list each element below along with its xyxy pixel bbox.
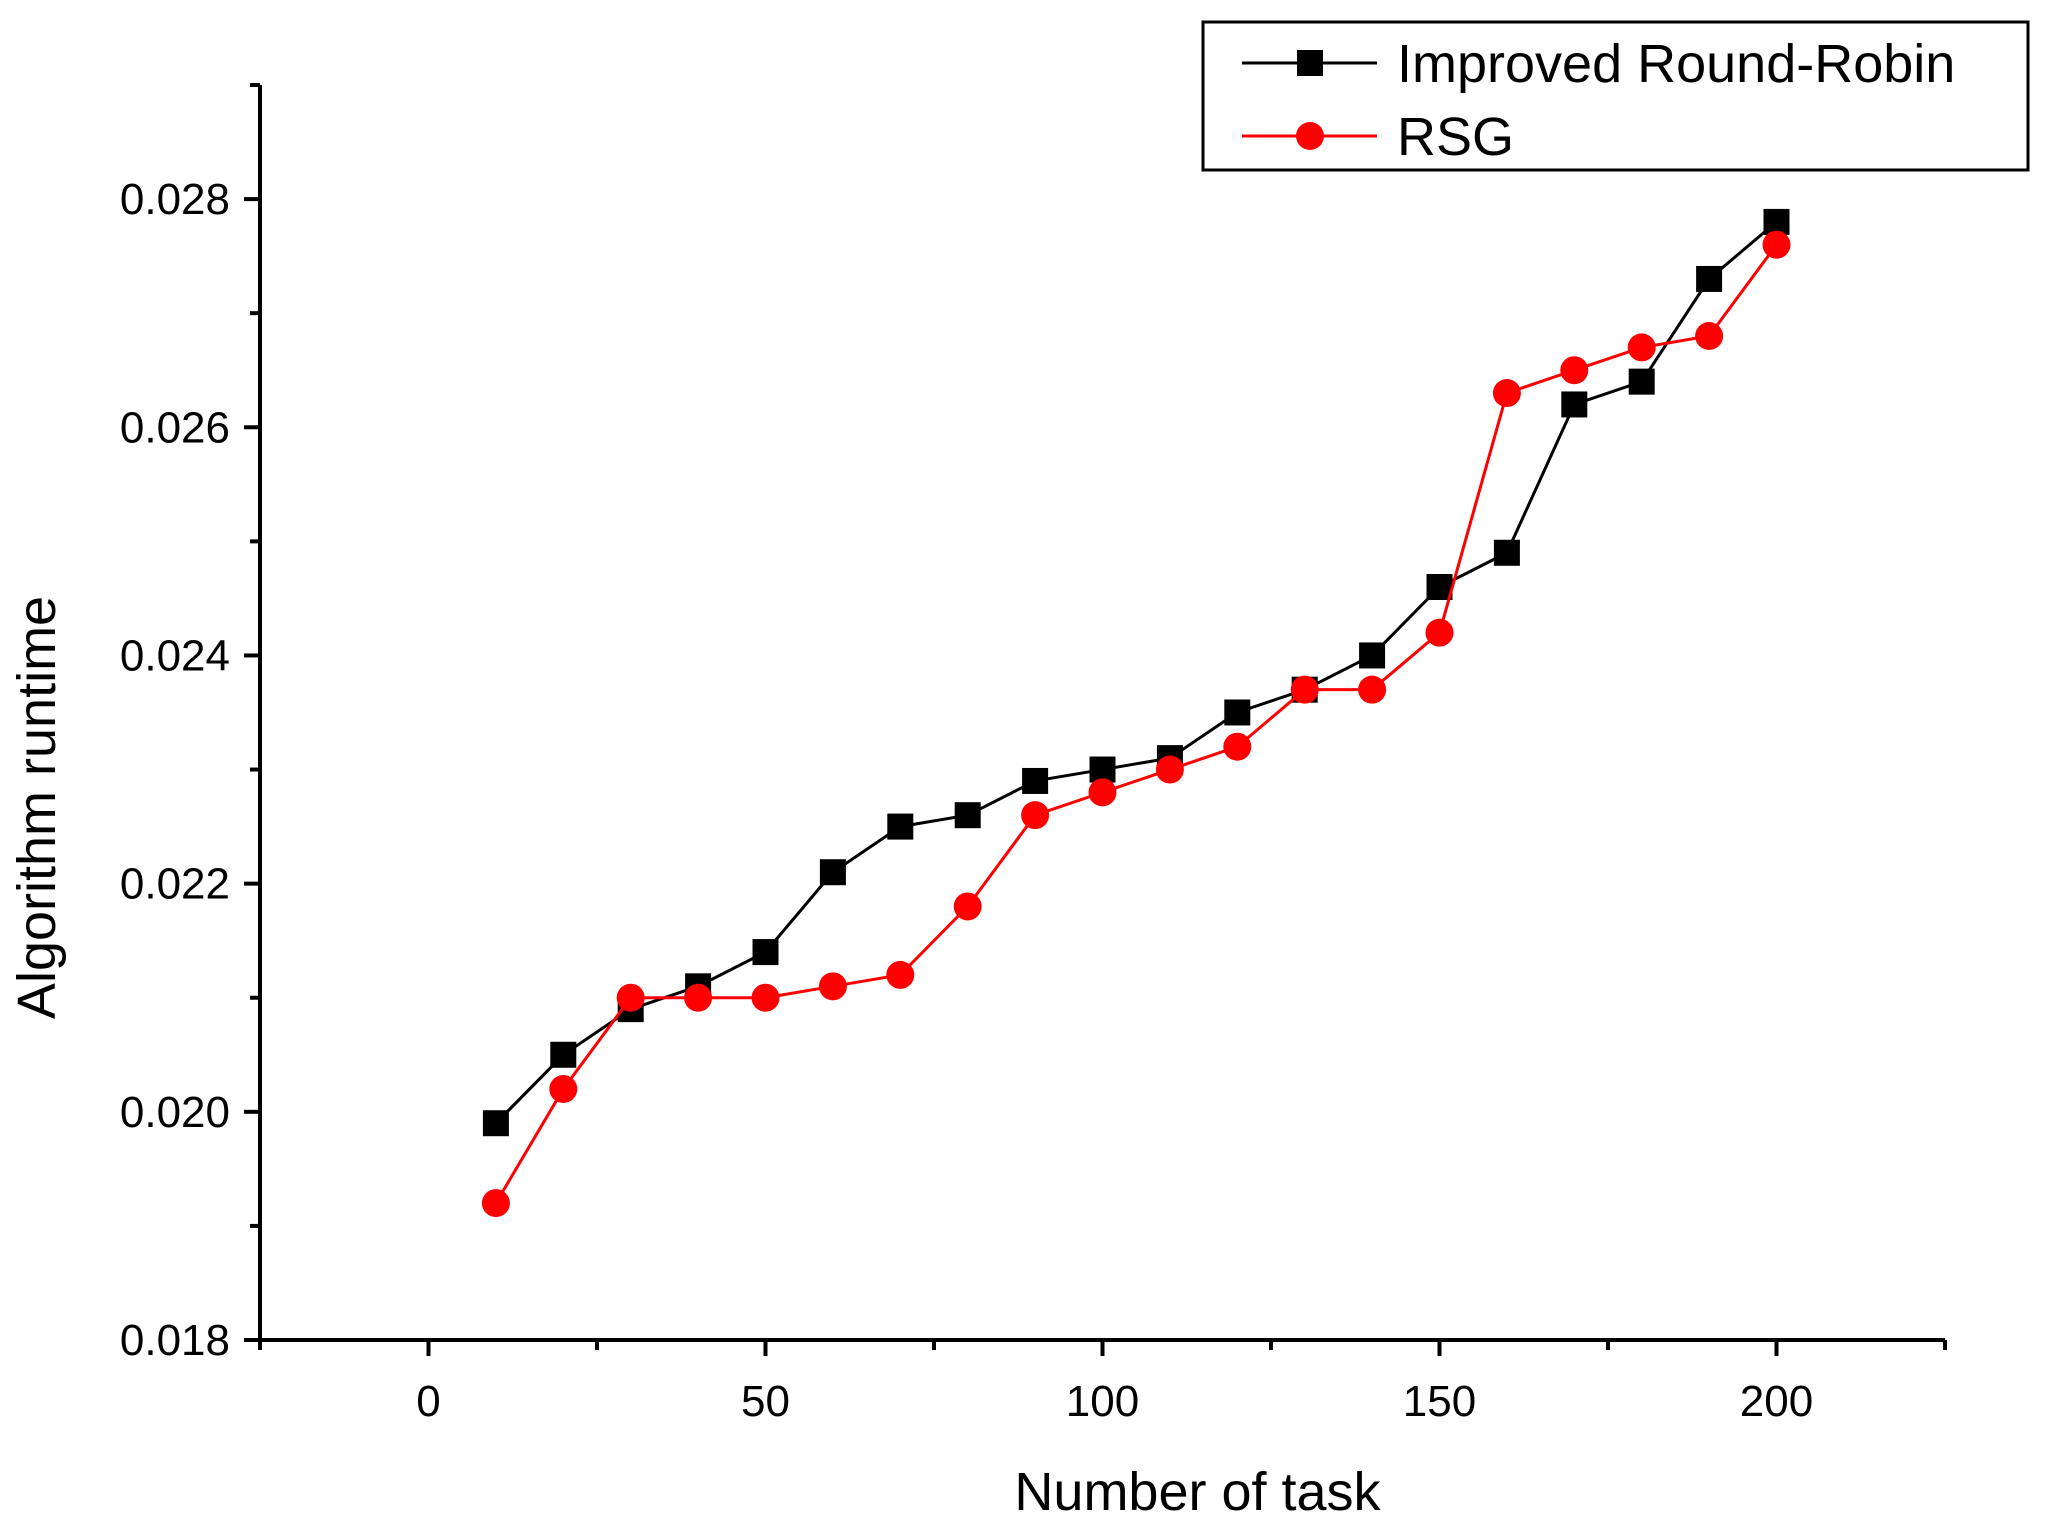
legend-label: Improved Round-Robin	[1397, 34, 1955, 94]
data-point	[954, 802, 981, 829]
y-tick-label: 0.020	[120, 1088, 230, 1137]
data-point	[1089, 756, 1116, 783]
data-point	[1224, 699, 1251, 726]
legend: Improved Round-Robin RSG	[1201, 20, 2030, 172]
y-axis-title: Algorithm runtime	[7, 596, 67, 1019]
data-point	[1561, 391, 1588, 418]
y-tick-label: 0.022	[120, 860, 230, 909]
data-point	[481, 1189, 510, 1218]
y-tick-label: 0.028	[120, 175, 230, 224]
data-point	[1493, 539, 1520, 566]
legend-box	[1201, 20, 2030, 172]
x-axis-title: Number of task	[1014, 1462, 1381, 1522]
data-point	[1290, 675, 1319, 704]
data-point	[1426, 574, 1453, 600]
data-point	[819, 859, 846, 886]
data-point	[1628, 368, 1655, 395]
data-point	[1696, 265, 1723, 292]
x-tick-label: 50	[741, 1377, 790, 1426]
data-point	[482, 1110, 509, 1137]
legend-marker	[1297, 50, 1323, 76]
data-point	[1155, 755, 1184, 784]
data-point	[1223, 732, 1252, 761]
data-point	[1695, 322, 1724, 350]
data-point	[1359, 642, 1386, 669]
data-point	[550, 1041, 577, 1068]
data-point	[1492, 379, 1521, 408]
x-tick-label: 100	[1066, 1377, 1139, 1426]
data-point	[751, 983, 780, 1012]
data-point	[684, 983, 713, 1012]
data-point	[953, 892, 982, 921]
legend-marker	[1296, 122, 1324, 150]
data-point	[886, 960, 915, 989]
data-point	[1358, 675, 1387, 704]
x-tick-label: 0	[416, 1377, 440, 1426]
data-point	[616, 983, 645, 1012]
axes: 0 50 100 150 200 0.018 0.020 0.022 0.024 0.026 0.0…	[120, 83, 1947, 1426]
legend-label: RSG	[1397, 107, 1514, 167]
series-group	[481, 208, 1791, 1218]
data-point	[549, 1075, 578, 1103]
data-point	[1763, 208, 1790, 235]
x-tick-label: 200	[1740, 1377, 1813, 1426]
data-point	[887, 813, 914, 840]
data-point	[1762, 230, 1791, 259]
y-tick-label: 0.018	[120, 1316, 230, 1365]
data-point	[1022, 767, 1049, 794]
data-point	[818, 972, 847, 1001]
y-tick-label: 0.026	[120, 403, 230, 452]
data-point	[1425, 618, 1454, 647]
y-tick-label: 0.024	[120, 631, 230, 680]
data-point	[1021, 801, 1050, 830]
data-point	[1627, 333, 1656, 362]
data-point	[752, 939, 779, 966]
x-tick-label: 150	[1403, 1377, 1476, 1426]
series-rsg	[481, 230, 1791, 1218]
data-point	[1088, 778, 1117, 807]
data-point	[1560, 356, 1589, 385]
series-line	[494, 243, 1778, 1204]
